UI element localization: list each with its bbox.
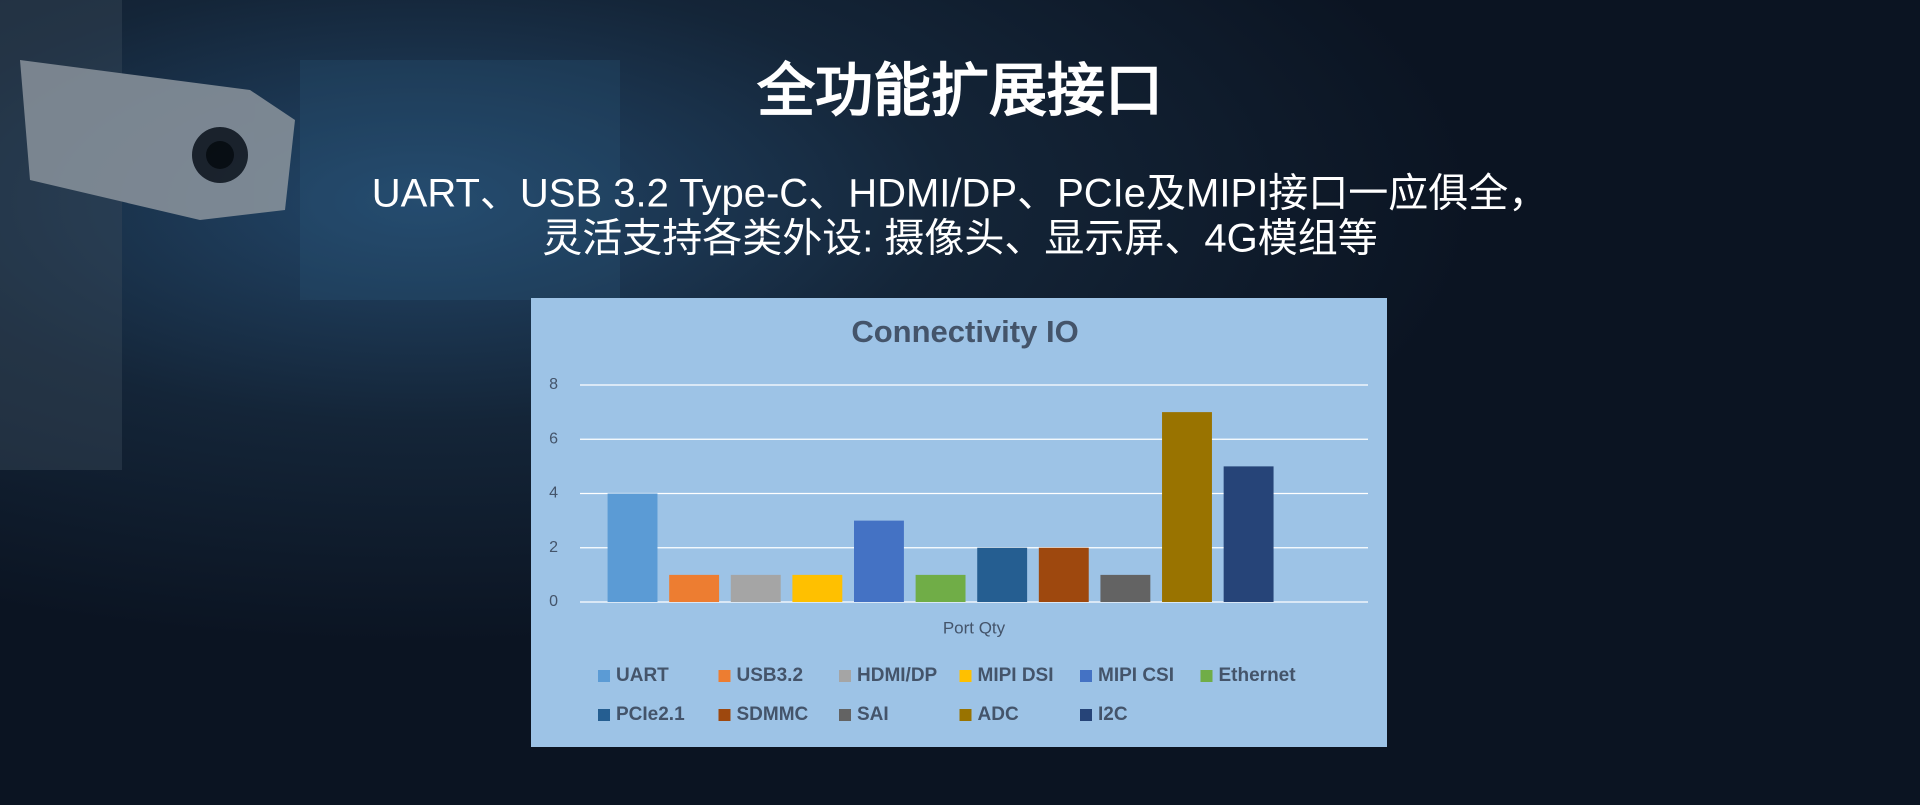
legend-swatch: [839, 670, 851, 682]
legend-swatch: [1200, 670, 1213, 682]
legend-swatch: [959, 670, 972, 682]
legend-label: HDMI/DP: [857, 665, 938, 686]
bar: [730, 574, 781, 602]
subtitle-line: 灵活支持各类外设: 摄像头、显示屏、4G模组等: [542, 217, 1378, 261]
chart: Connectivity IO 0 2 4 6 8 Port Qty UART USB3.2 H…: [531, 298, 1387, 747]
legend-swatch: [839, 709, 851, 721]
subtitle-line: UART、USB 3.2 Type-C、HDMI/DP、PCIe及MIPI接口一…: [372, 172, 1548, 216]
legend-swatch: [718, 709, 731, 721]
bar: [669, 574, 720, 602]
legend-swatch: [598, 670, 610, 682]
legend-label: UART: [616, 665, 669, 686]
bar: [1038, 547, 1089, 602]
legend-label: Ethernet: [1219, 665, 1297, 686]
bar: [792, 574, 843, 602]
y-tick-label: 8: [549, 376, 558, 393]
bar: [854, 520, 904, 602]
bar: [1100, 574, 1151, 602]
x-axis-label: Port Qty: [943, 618, 1006, 637]
legend-label: ADC: [978, 704, 1019, 725]
chart-title: Connectivity IO: [851, 314, 1078, 349]
legend-swatch: [718, 670, 731, 682]
legend-swatch: [598, 709, 610, 721]
page-title: 全功能扩展接口: [756, 58, 1163, 123]
legend-label: MIPI DSI: [978, 665, 1054, 686]
legend-swatch: [1080, 709, 1092, 721]
legend-label: PCIe2.1: [616, 704, 685, 725]
legend-swatch: [959, 709, 972, 721]
legend-label: I2C: [1098, 704, 1128, 725]
legend-label: SAI: [857, 704, 889, 725]
house-blur: [300, 60, 620, 300]
bar: [915, 574, 966, 602]
bar: [1162, 412, 1212, 602]
y-tick-label: 4: [549, 485, 558, 502]
y-tick-label: 6: [549, 430, 558, 447]
y-tick-label: 0: [549, 593, 558, 610]
bar: [607, 493, 658, 602]
legend-label: SDMMC: [737, 704, 809, 725]
legend-swatch: [1080, 670, 1092, 682]
legend-label: MIPI CSI: [1098, 665, 1174, 686]
bar: [977, 547, 1028, 602]
y-tick-label: 2: [549, 539, 558, 556]
legend-label: USB3.2: [737, 665, 804, 686]
camera: [0, 0, 295, 470]
bar: [1223, 466, 1274, 602]
